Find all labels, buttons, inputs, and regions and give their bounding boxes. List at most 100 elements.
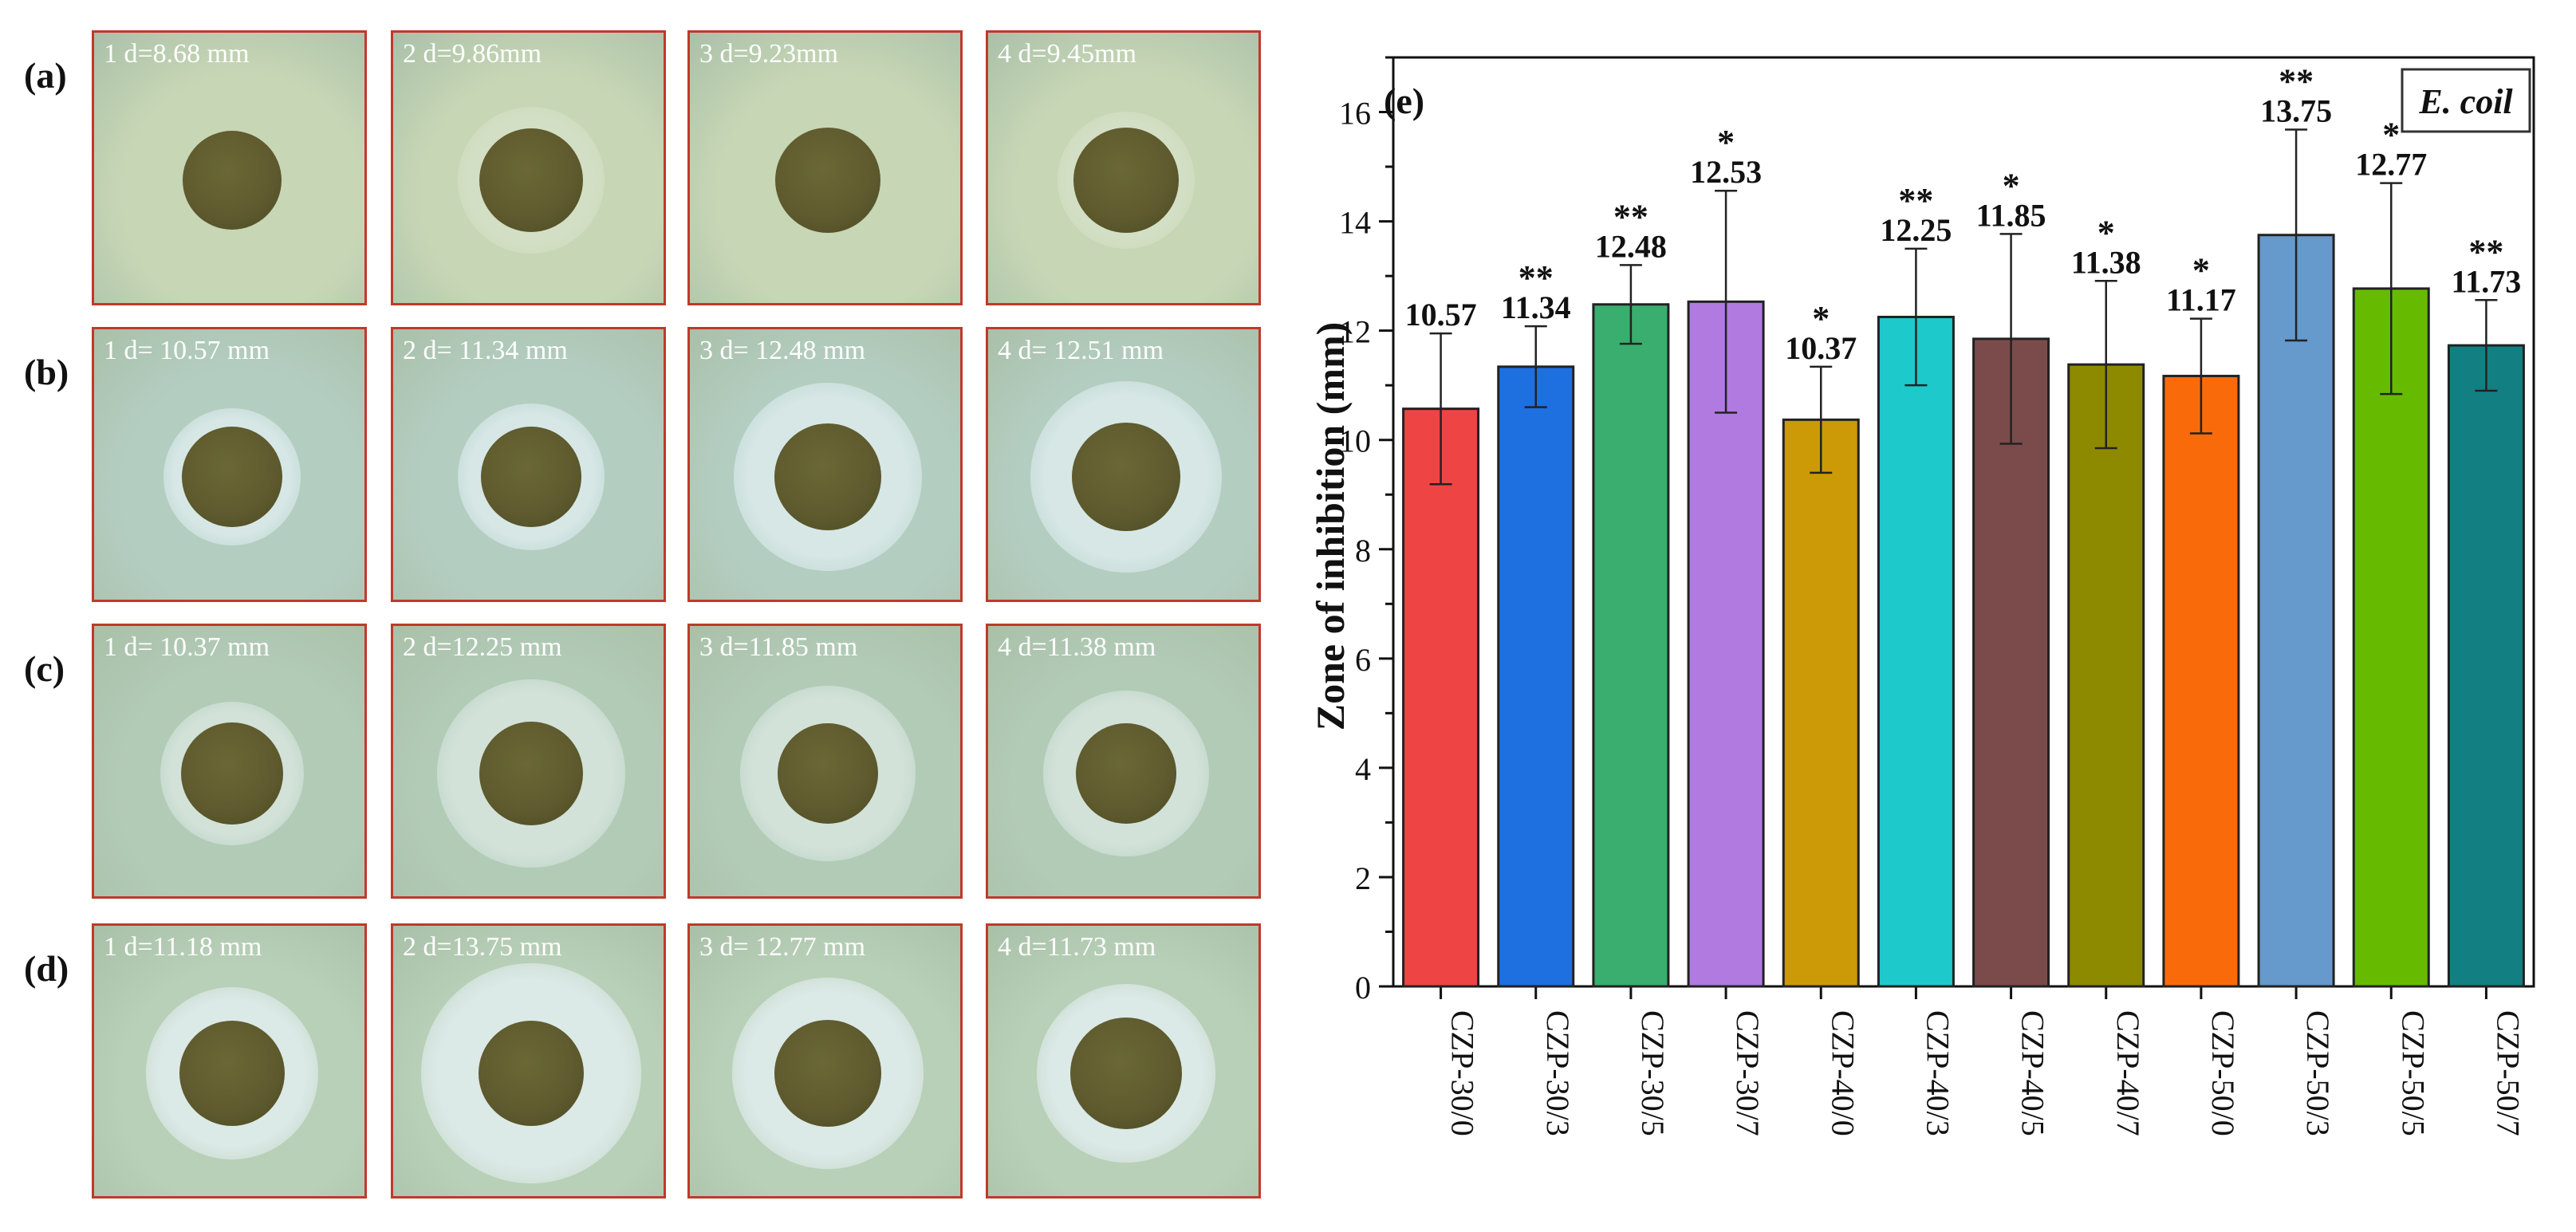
- y-tick-label: 2: [1355, 860, 1371, 896]
- inhibition-photo-panels: (a) 1 d=8.68 mm 2 d=9.86mm 3 d=9.23mm 4 d=9.…: [24, 30, 1261, 1199]
- x-tick-label: CZP-40/7: [2110, 1010, 2146, 1136]
- value-label: 13.75: [2260, 92, 2332, 128]
- significance-marker: *: [2192, 251, 2210, 290]
- y-tick-label: 4: [1355, 751, 1371, 787]
- sample-disc: [774, 127, 880, 233]
- petri-dish-photo: 2 d=13.75 mm: [391, 923, 666, 1199]
- y-tick-label: 6: [1355, 642, 1371, 678]
- significance-marker: **: [1613, 197, 1648, 236]
- inhibition-bar-chart: 0 2 4 6 8 10 12 14 16 CZP-30/0 CZP-30/3 CZP-30/5 CZP…: [1308, 56, 2535, 1136]
- sample-disc: [479, 721, 583, 825]
- bar: [1497, 365, 1575, 988]
- diameter-caption: 1 d= 10.57 mm: [104, 336, 270, 365]
- diameter-caption: 1 d=11.18 mm: [104, 932, 262, 962]
- significance-marker: *: [2097, 213, 2115, 252]
- bar: [1402, 407, 1480, 988]
- bar: [1782, 418, 1860, 988]
- petri-dish-photo: 4 d=11.73 mm: [986, 923, 1261, 1199]
- value-label: 11.85: [1976, 197, 2046, 233]
- petri-dish-photo: 1 d=8.68 mm: [92, 30, 367, 305]
- diameter-caption: 2 d=13.75 mm: [403, 932, 562, 962]
- bar: [2162, 375, 2240, 988]
- sample-disc: [182, 130, 282, 230]
- y-axis-title: Zone of inhibition (mm): [1308, 322, 1353, 731]
- diameter-caption: 2 d=9.86mm: [403, 39, 542, 69]
- y-tick-label: 8: [1355, 533, 1371, 569]
- sample-disc: [1075, 722, 1176, 824]
- bar: [2067, 363, 2145, 988]
- significance-marker: *: [1812, 299, 1830, 338]
- row-label: (a): [24, 55, 67, 96]
- bar: [1592, 303, 1670, 988]
- petri-dish-photo: 3 d=9.23mm: [687, 30, 963, 305]
- x-tick-label: CZP-50/7: [2490, 1010, 2526, 1136]
- value-label: 11.38: [2071, 244, 2141, 280]
- diameter-caption: 3 d= 12.48 mm: [699, 336, 866, 365]
- x-tick-label: CZP-50/5: [2395, 1010, 2431, 1136]
- x-tick-label: CZP-30/3: [1540, 1010, 1576, 1136]
- sample-disc: [1069, 1017, 1182, 1129]
- y-tick-label: 12: [1339, 314, 1371, 350]
- diameter-caption: 1 d=8.68 mm: [104, 39, 250, 69]
- sample-disc: [1071, 422, 1180, 531]
- x-tick-label: CZP-40/3: [1920, 1010, 1956, 1136]
- petri-dish-photo: 2 d= 11.34 mm: [391, 327, 666, 602]
- significance-marker: **: [1898, 181, 1933, 220]
- value-label: 11.73: [2452, 263, 2522, 299]
- value-label: 12.25: [1880, 212, 1952, 248]
- value-label: 11.34: [1501, 289, 1571, 325]
- y-tick-label: 14: [1339, 205, 1371, 241]
- x-tick-label: CZP-40/5: [2015, 1010, 2051, 1136]
- significance-marker: **: [2468, 232, 2503, 271]
- sample-disc: [777, 722, 878, 824]
- diameter-caption: 3 d=11.85 mm: [699, 632, 858, 662]
- sample-disc: [774, 423, 881, 530]
- petri-dish-photo: 3 d= 12.77 mm: [687, 923, 963, 1199]
- diameter-caption: 4 d=9.45mm: [998, 39, 1137, 69]
- diameter-caption: 4 d=11.73 mm: [998, 932, 1156, 962]
- petri-dish-photo: 1 d= 10.57 mm: [92, 327, 367, 602]
- diameter-caption: 4 d=11.38 mm: [998, 632, 1156, 662]
- bar: [2352, 287, 2430, 988]
- legend-label: E. coil: [2418, 82, 2513, 121]
- x-tick-label: CZP-50/3: [2300, 1010, 2336, 1136]
- y-tick-label: 16: [1339, 96, 1371, 132]
- petri-dish-photo: 4 d=11.38 mm: [986, 624, 1261, 899]
- value-label: 12.53: [1690, 154, 1762, 190]
- y-tick-label: 0: [1355, 970, 1371, 1006]
- row-label: (c): [24, 648, 65, 689]
- sample-disc: [480, 426, 581, 527]
- petri-dish-photo: 3 d=11.85 mm: [687, 624, 963, 899]
- sample-disc: [180, 722, 283, 825]
- value-label: 10.37: [1785, 330, 1857, 366]
- bar: [1877, 316, 1955, 988]
- significance-marker: *: [2382, 116, 2400, 155]
- sample-disc: [1073, 127, 1179, 233]
- value-label: 12.77: [2355, 147, 2427, 183]
- sample-disc: [479, 128, 583, 232]
- petri-dish-photo: 4 d=9.45mm: [986, 30, 1261, 305]
- diameter-caption: 2 d=12.25 mm: [403, 632, 562, 662]
- x-tick-label: CZP-30/0: [1445, 1010, 1481, 1136]
- y-tick-label: 10: [1339, 423, 1371, 459]
- petri-dish-photo: 2 d=12.25 mm: [391, 624, 666, 899]
- value-label: 12.48: [1595, 228, 1667, 264]
- significance-marker: *: [1717, 123, 1735, 162]
- sample-disc: [181, 426, 282, 527]
- chart-axes: 0 2 4 6 8 10 12 14 16 CZP-30/0 CZP-30/3 CZP-30/5 CZP…: [1339, 56, 2535, 1136]
- value-label: 11.17: [2166, 282, 2236, 318]
- petri-dish-photo: 1 d=11.18 mm: [92, 923, 367, 1199]
- x-tick-label: CZP-30/7: [1730, 1010, 1766, 1136]
- chart-panel-label: (e): [1384, 81, 1424, 121]
- significance-marker: **: [2279, 61, 2314, 100]
- petri-dish-photo: 2 d=9.86mm: [391, 30, 666, 305]
- bar: [2447, 344, 2525, 988]
- diameter-caption: 2 d= 11.34 mm: [403, 336, 568, 365]
- diameter-caption: 1 d= 10.37 mm: [104, 632, 270, 662]
- x-tick-label: CZP-50/0: [2205, 1010, 2241, 1136]
- sample-disc: [774, 1019, 881, 1127]
- significance-marker: **: [1518, 258, 1554, 297]
- value-label: 10.57: [1405, 297, 1477, 333]
- petri-dish-photo: 1 d= 10.37 mm: [92, 624, 367, 899]
- sample-disc: [478, 1020, 584, 1126]
